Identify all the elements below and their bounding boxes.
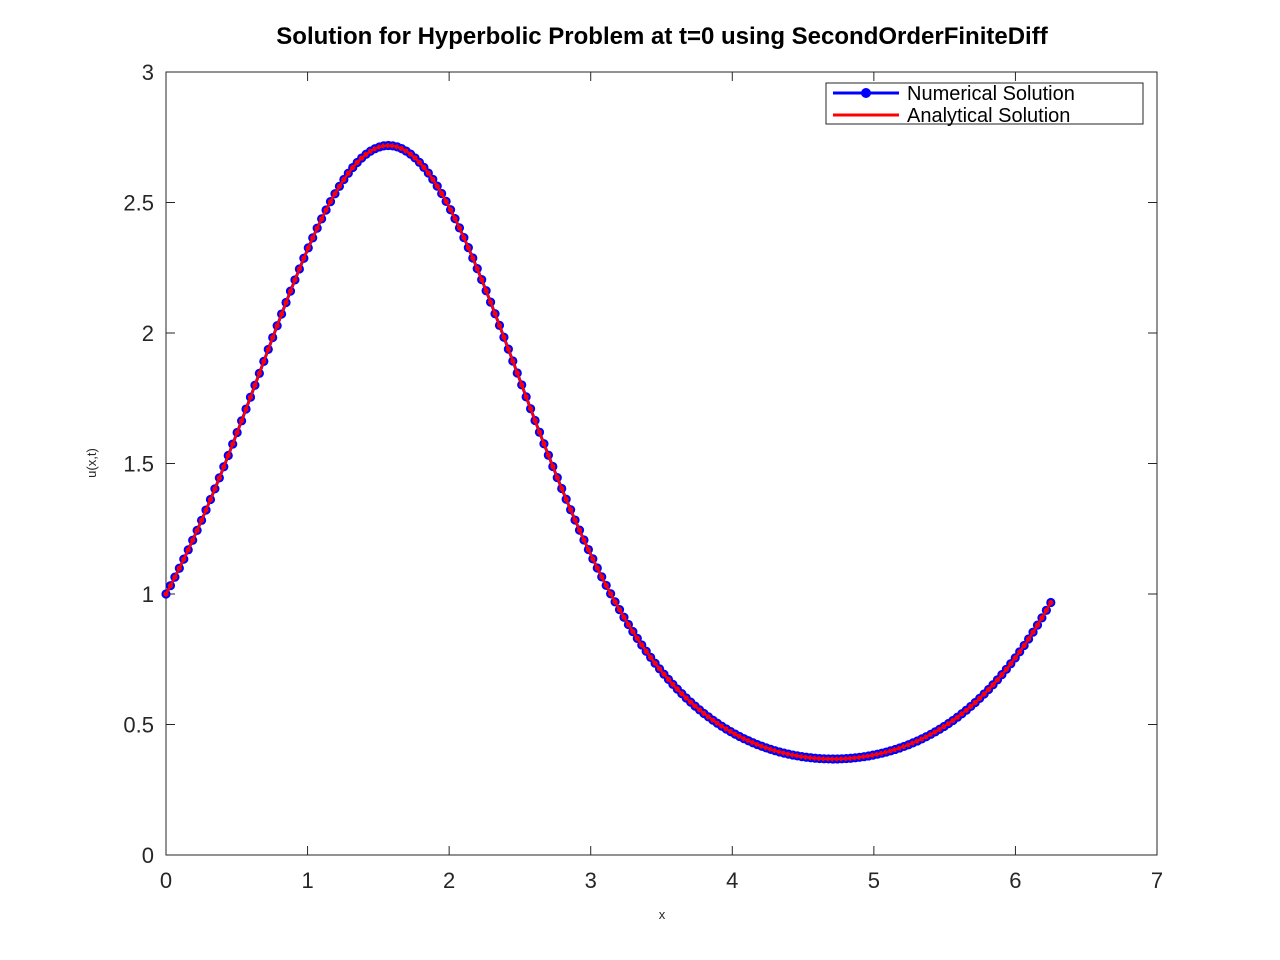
y-axis: 0 0.5 1 1.5 2 2.5 3 bbox=[123, 60, 1157, 868]
x-tick-label: 7 bbox=[1151, 868, 1163, 893]
x-axis: 0 1 2 3 4 5 6 7 bbox=[160, 72, 1163, 893]
x-tick-label: 3 bbox=[585, 868, 597, 893]
x-tick-label: 6 bbox=[1009, 868, 1021, 893]
y-tick-label: 0.5 bbox=[123, 713, 154, 738]
x-tick-label: 5 bbox=[868, 868, 880, 893]
x-axis-label: x bbox=[659, 907, 666, 922]
y-tick-label: 2.5 bbox=[123, 191, 154, 216]
x-tick-label: 1 bbox=[301, 868, 313, 893]
legend-numerical-marker bbox=[861, 88, 871, 98]
analytical-solution-line bbox=[164, 144, 1052, 761]
y-tick-label: 3 bbox=[142, 60, 154, 85]
y-tick-label: 1 bbox=[142, 582, 154, 607]
series-layer bbox=[161, 140, 1056, 764]
y-axis-label: u(x,t) bbox=[84, 448, 99, 478]
legend-analytical-label: Analytical Solution bbox=[907, 105, 1070, 127]
legend-numerical-label: Numerical Solution bbox=[907, 83, 1075, 105]
plot-area-frame bbox=[165, 71, 1158, 856]
y-tick-label: 1.5 bbox=[123, 452, 154, 477]
x-tick-label: 2 bbox=[443, 868, 455, 893]
legend-box bbox=[825, 82, 1144, 125]
legend: Numerical Solution Analytical Solution bbox=[825, 82, 1144, 127]
series-analytical-solution bbox=[164, 144, 1052, 761]
x-tick-label: 0 bbox=[160, 868, 172, 893]
x-tick-label: 4 bbox=[726, 868, 738, 893]
y-tick-label: 0 bbox=[142, 843, 154, 868]
y-tick-label: 2 bbox=[142, 321, 154, 346]
chart-title: Solution for Hyperbolic Problem at t=0 u… bbox=[276, 23, 1048, 50]
